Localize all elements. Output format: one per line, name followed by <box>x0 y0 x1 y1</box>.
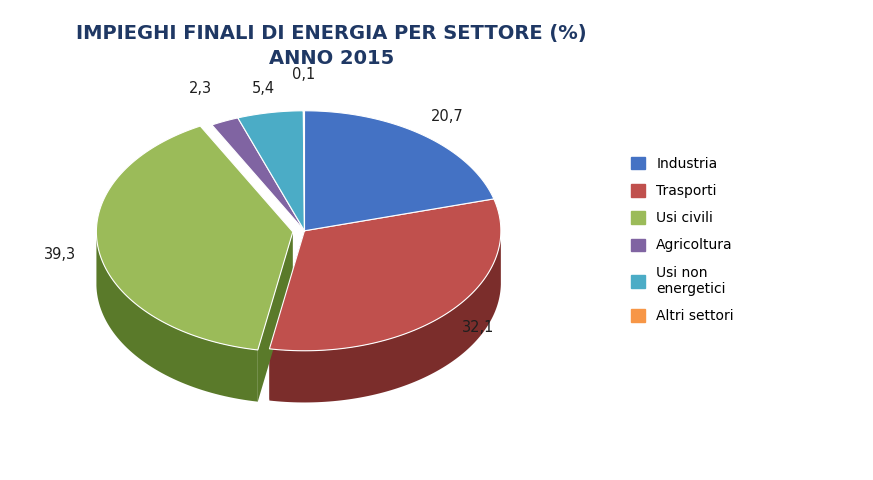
Polygon shape <box>270 231 305 400</box>
Polygon shape <box>237 111 305 231</box>
Text: 0,1: 0,1 <box>292 67 315 82</box>
Text: 39,3: 39,3 <box>44 247 76 262</box>
Text: 5,4: 5,4 <box>251 82 275 96</box>
Legend: Industria, Trasporti, Usi civili, Agricoltura, Usi non
energetici, Altri settori: Industria, Trasporti, Usi civili, Agrico… <box>631 157 734 323</box>
Text: 32,1: 32,1 <box>462 321 495 336</box>
Polygon shape <box>96 126 292 350</box>
Polygon shape <box>305 111 494 231</box>
Polygon shape <box>212 118 305 231</box>
Polygon shape <box>258 232 292 402</box>
Polygon shape <box>96 234 258 402</box>
Polygon shape <box>303 111 305 231</box>
Text: 20,7: 20,7 <box>431 108 464 124</box>
Text: IMPIEGHI FINALI DI ENERGIA PER SETTORE (%)
ANNO 2015: IMPIEGHI FINALI DI ENERGIA PER SETTORE (… <box>77 24 587 68</box>
Polygon shape <box>270 233 501 402</box>
Polygon shape <box>270 199 501 351</box>
Text: 2,3: 2,3 <box>189 81 212 96</box>
